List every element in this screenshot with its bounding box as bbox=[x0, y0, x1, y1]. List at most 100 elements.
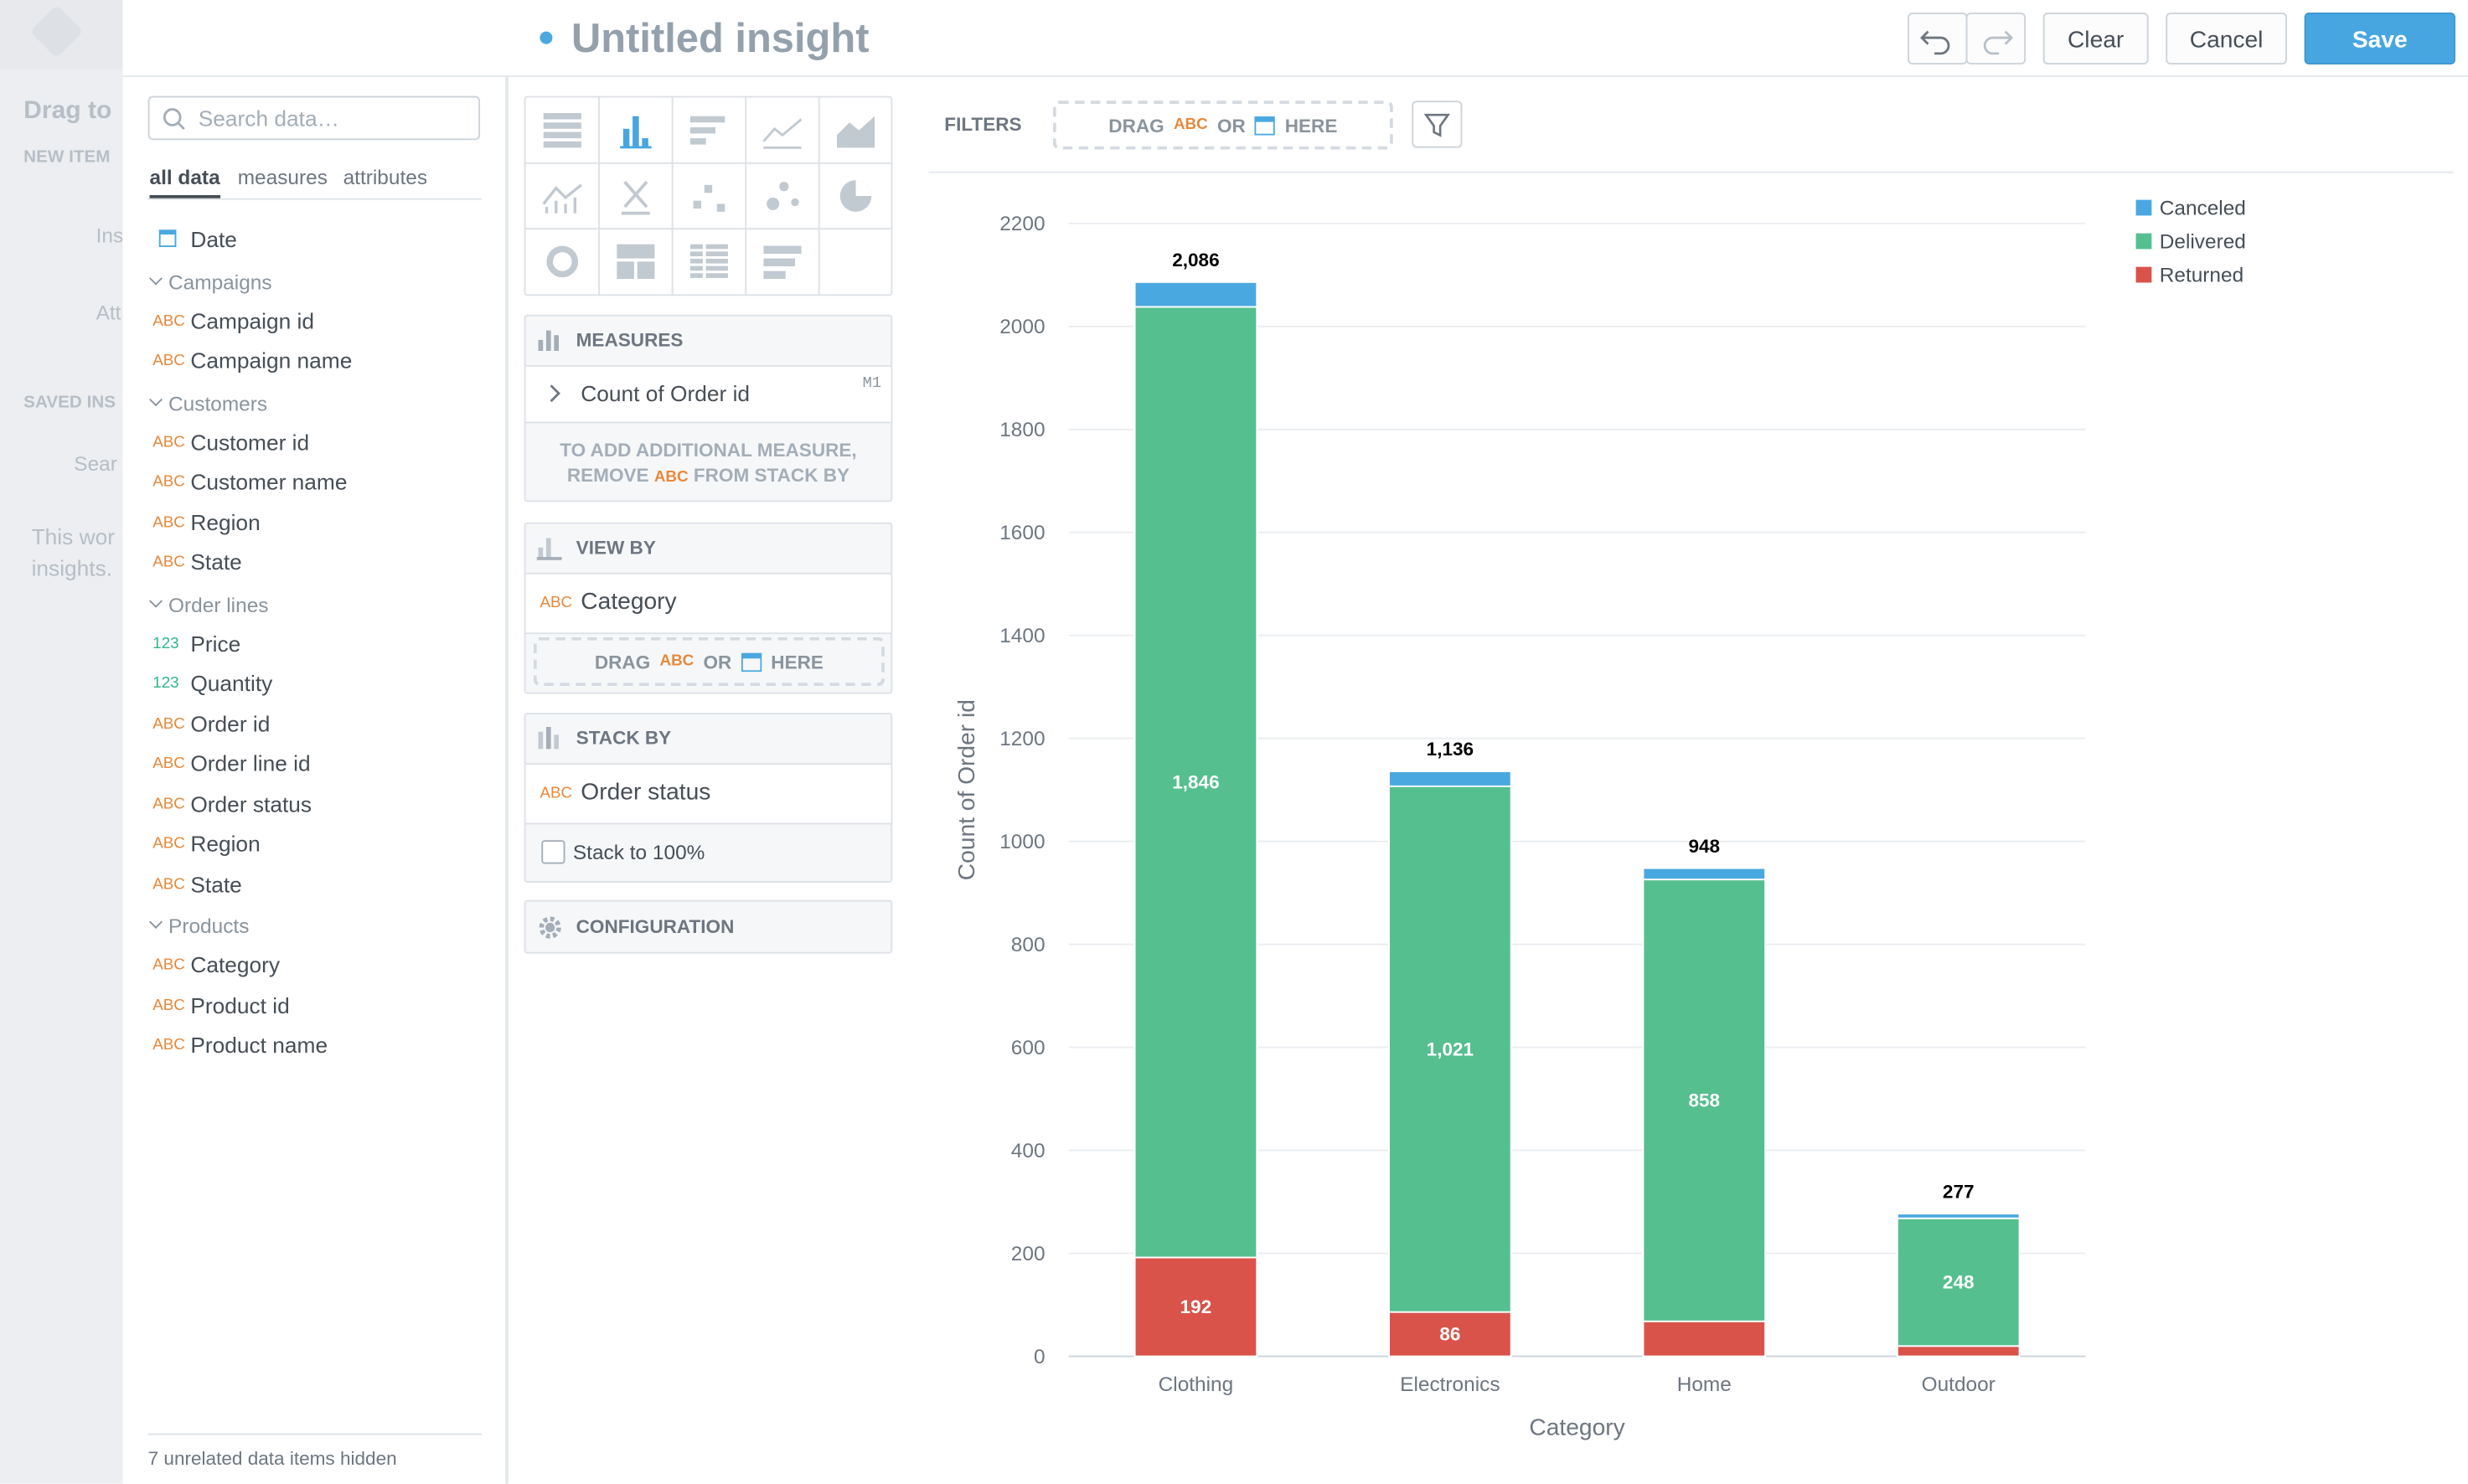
item-name[interactable]: Category bbox=[190, 951, 281, 977]
group-name[interactable]: Products bbox=[168, 914, 250, 938]
attribute-item[interactable]: ABC Order status bbox=[525, 763, 891, 825]
icon-part bbox=[779, 182, 789, 192]
item-type: ABC bbox=[152, 997, 185, 1014]
item-name[interactable]: Product name bbox=[190, 1032, 328, 1058]
view-by-drop-zone[interactable]: DRAG ABC OR HERE bbox=[533, 636, 885, 687]
clear-button[interactable]: Clear bbox=[2042, 13, 2149, 65]
group-name[interactable]: Customers bbox=[168, 390, 268, 415]
viz-icon[interactable] bbox=[767, 182, 799, 210]
measures-bucket: MEASURES Count of Order id M1 TO ADD ADD… bbox=[524, 314, 893, 502]
viz-icon[interactable] bbox=[543, 112, 581, 148]
item-type: ABC bbox=[152, 755, 185, 773]
item-name[interactable]: Region bbox=[190, 831, 261, 857]
note-text: REMOVE bbox=[566, 464, 649, 487]
item-name[interactable]: Campaign name bbox=[190, 348, 353, 374]
item-type: ABC bbox=[152, 956, 185, 974]
measure-name: Count of Order id bbox=[581, 380, 751, 406]
date-item[interactable]: Date bbox=[190, 226, 237, 252]
y-tick-label: 1400 bbox=[999, 625, 1045, 647]
group-name[interactable]: Order lines bbox=[168, 592, 269, 616]
dz-abc: ABC bbox=[659, 652, 694, 671]
viz-icon[interactable] bbox=[836, 116, 875, 148]
filters-title: FILTERS bbox=[944, 113, 1022, 136]
measure-item[interactable]: Count of Order id M1 bbox=[525, 364, 891, 424]
search-placeholder: Search data… bbox=[198, 105, 339, 131]
bar-segment bbox=[1388, 770, 1512, 787]
icon-part bbox=[705, 258, 728, 264]
icon-part bbox=[543, 112, 581, 120]
cancel-button[interactable]: Cancel bbox=[2166, 13, 2287, 65]
legend-label: Returned bbox=[2160, 264, 2243, 286]
viz-icon[interactable] bbox=[839, 180, 872, 212]
item-name[interactable]: Order id bbox=[190, 710, 271, 736]
icon-part bbox=[620, 146, 652, 149]
viz-icon[interactable] bbox=[542, 183, 582, 214]
icon-part bbox=[632, 116, 639, 148]
insight-title[interactable]: Untitled insight bbox=[571, 13, 870, 62]
y-tick-label: 2200 bbox=[999, 213, 1045, 235]
viz-icon[interactable] bbox=[546, 245, 579, 278]
icon-part bbox=[642, 138, 648, 148]
item-name[interactable]: Quantity bbox=[190, 670, 273, 696]
icon-part bbox=[546, 245, 579, 278]
viz-icon[interactable] bbox=[689, 244, 728, 278]
attribute-item[interactable]: ABC Category bbox=[525, 572, 891, 635]
redo-button[interactable] bbox=[1965, 13, 2027, 65]
expand-chevron bbox=[550, 384, 560, 403]
item-name[interactable]: State bbox=[190, 549, 242, 575]
search-box[interactable]: Search data… bbox=[147, 95, 481, 141]
viz-icon[interactable] bbox=[762, 118, 803, 149]
filters-rule bbox=[928, 171, 2455, 173]
value-label: 1,846 bbox=[1172, 771, 1219, 792]
item-name[interactable]: Region bbox=[190, 508, 261, 534]
total-label: 2,086 bbox=[1172, 250, 1219, 271]
viz-icon[interactable] bbox=[620, 116, 652, 149]
item-name[interactable]: State bbox=[190, 870, 242, 896]
nav-text: NEW ITEM bbox=[23, 147, 111, 167]
legend-swatch bbox=[2135, 266, 2152, 283]
tab-all-data[interactable]: all data bbox=[149, 165, 220, 198]
bar-segment bbox=[1896, 1213, 2021, 1219]
item-name[interactable]: Price bbox=[190, 630, 241, 656]
bucket-title: STACK BY bbox=[576, 727, 672, 750]
legend-swatch bbox=[2135, 199, 2152, 216]
tab-attributes[interactable]: attributes bbox=[343, 165, 428, 189]
x-tick-label: Outdoor bbox=[1922, 1373, 1996, 1396]
group-name[interactable]: Campaigns bbox=[168, 270, 272, 294]
item-name[interactable]: Order line id bbox=[190, 750, 311, 776]
viz-icon[interactable] bbox=[621, 180, 650, 215]
gear-icon bbox=[539, 916, 561, 939]
icon-part bbox=[855, 180, 872, 197]
stack-by-icon bbox=[538, 727, 559, 750]
y-tick-label: 1200 bbox=[999, 728, 1045, 750]
bar-segment bbox=[1388, 1311, 1512, 1358]
item-type: 123 bbox=[152, 635, 179, 652]
tabs-rule bbox=[147, 198, 482, 200]
viz-icon[interactable] bbox=[689, 116, 725, 145]
item-name[interactable]: Campaign id bbox=[190, 307, 315, 333]
icon-part bbox=[689, 265, 703, 271]
item-name[interactable]: Product id bbox=[190, 992, 290, 1018]
item-name[interactable]: Order status bbox=[190, 791, 312, 817]
visualization-icons bbox=[525, 97, 893, 295]
item-type: ABC bbox=[152, 795, 185, 813]
filters-drop-zone[interactable]: DRAG ABC OR HERE bbox=[1052, 100, 1393, 150]
y-tick-label: 1000 bbox=[999, 831, 1045, 853]
configuration-bucket[interactable]: CONFIGURATION bbox=[524, 899, 893, 954]
item-type: ABC bbox=[152, 513, 185, 532]
item-name[interactable]: Customer id bbox=[190, 428, 310, 455]
viz-icon[interactable] bbox=[693, 184, 725, 212]
stack-checkbox[interactable] bbox=[541, 840, 565, 864]
viz-icon[interactable] bbox=[763, 245, 802, 280]
save-button[interactable]: Save bbox=[2304, 13, 2455, 65]
nav-text: insights. bbox=[31, 555, 113, 581]
filter-button[interactable] bbox=[1412, 100, 1463, 148]
checkbox-label[interactable]: Stack to 100% bbox=[572, 840, 705, 864]
icon-part bbox=[791, 198, 799, 207]
tab-measures[interactable]: measures bbox=[237, 165, 328, 189]
viz-icon[interactable] bbox=[617, 244, 655, 280]
item-name[interactable]: Customer name bbox=[190, 468, 348, 494]
icon-part bbox=[543, 131, 581, 139]
unsaved-dot bbox=[540, 31, 553, 44]
nav-overlay bbox=[0, 0, 123, 1484]
